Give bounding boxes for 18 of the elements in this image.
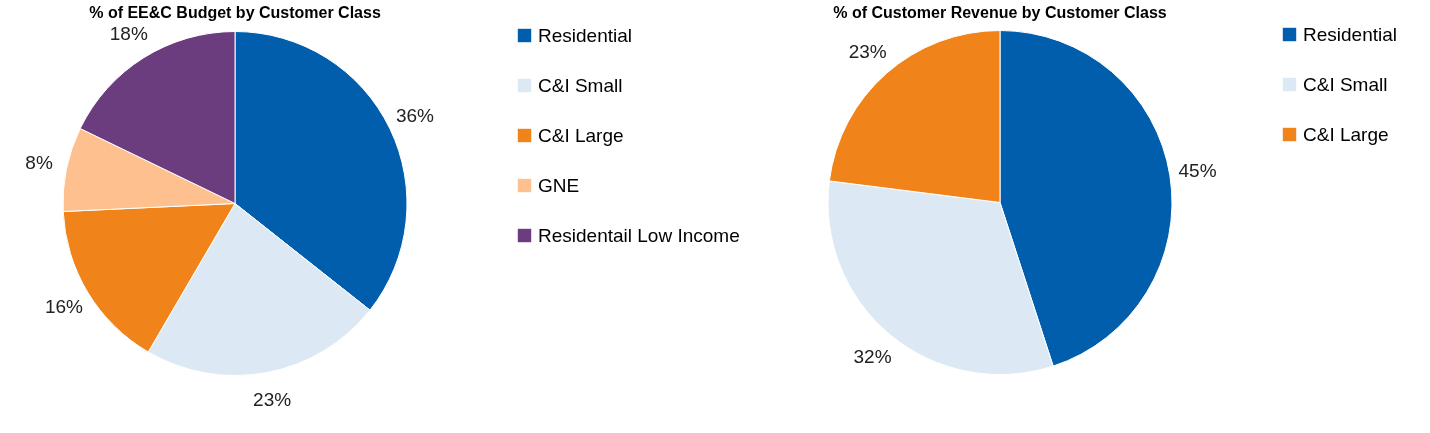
data-label: 23% bbox=[848, 41, 887, 63]
data-label: 23% bbox=[253, 389, 292, 411]
legend-label: Residentail Low Income bbox=[538, 224, 740, 246]
data-label: 16% bbox=[44, 296, 84, 318]
chart-title: % of EE&C Budget by Customer Class bbox=[89, 4, 381, 22]
legend-label: GNE bbox=[538, 174, 580, 196]
data-label: 45% bbox=[1178, 160, 1217, 182]
data-label: 18% bbox=[109, 23, 148, 45]
legend-label: C&I Large bbox=[538, 124, 624, 146]
legend-label: C&I Large bbox=[1303, 123, 1389, 145]
data-label: 8% bbox=[25, 152, 53, 174]
data-label: 36% bbox=[395, 105, 435, 127]
legend-label: Residential bbox=[538, 24, 632, 46]
legend-label: C&I Small bbox=[1303, 73, 1388, 95]
chart-title: % of Customer Revenue by Customer Class bbox=[833, 4, 1167, 21]
legend-label: C&I Small bbox=[538, 74, 623, 96]
legend-label: Residential bbox=[1303, 23, 1397, 45]
data-label: 32% bbox=[853, 345, 892, 367]
